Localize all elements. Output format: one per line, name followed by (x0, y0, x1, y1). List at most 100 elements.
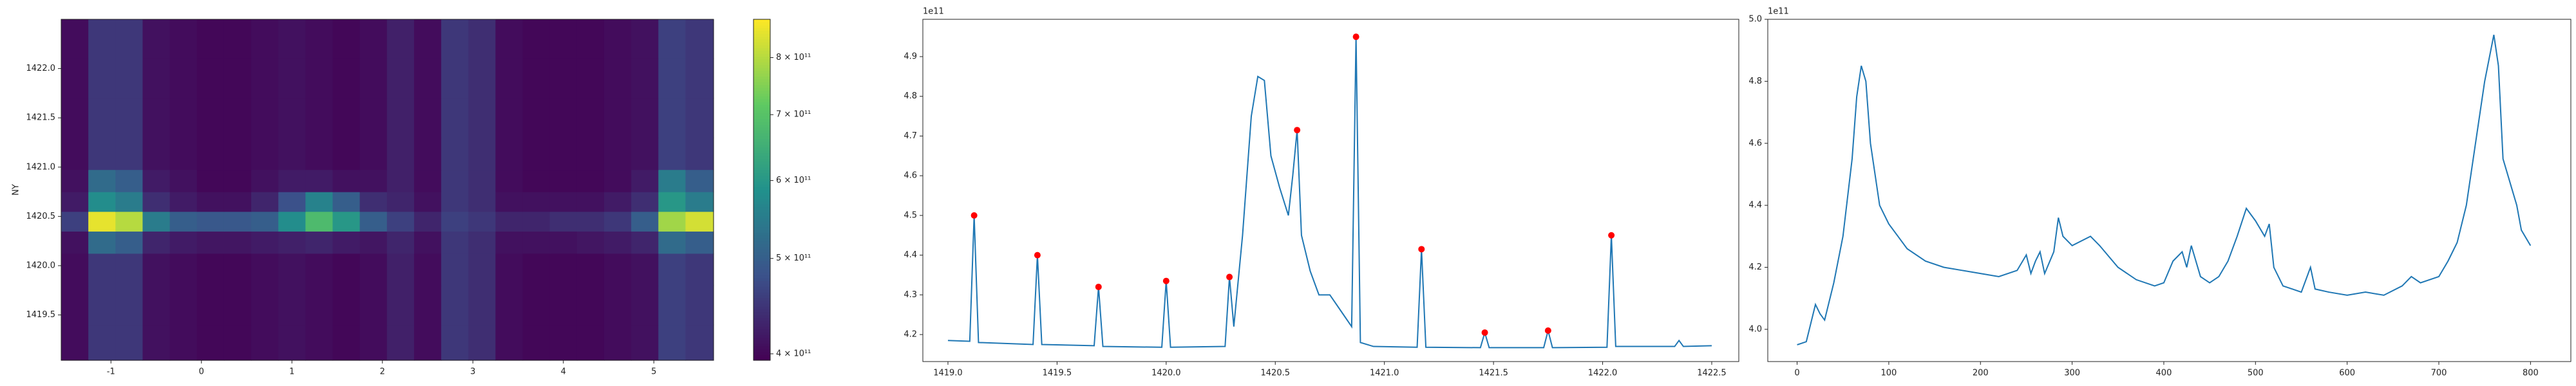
heat-cell (223, 211, 252, 232)
heat-cell (88, 231, 116, 254)
heat-cell (223, 98, 252, 138)
heat-cell (495, 59, 524, 99)
heat-cell (305, 253, 334, 286)
colorbar-segment (753, 110, 770, 114)
heat-cell (88, 324, 116, 361)
x-tick-label: 1 (289, 367, 294, 377)
heat-cell (223, 324, 252, 361)
heat-cell (603, 137, 632, 170)
peak-marker (1294, 127, 1301, 134)
heat-cell (142, 169, 171, 192)
heat-cell (61, 169, 89, 192)
heat-cell (468, 231, 496, 254)
heat-cell (685, 253, 714, 286)
heat-cell (115, 192, 144, 212)
heat-cell (61, 324, 89, 361)
heat-cell (495, 253, 524, 286)
offset-label: 1e11 (1768, 7, 1789, 17)
colorbar-segment (753, 184, 770, 188)
heat-cell (332, 231, 361, 254)
colorbar-segment (753, 130, 770, 134)
heat-cell (413, 253, 442, 286)
y-tick-label: 4.9 (904, 52, 917, 62)
heat-cell (576, 192, 605, 212)
colorbar-segment (753, 127, 770, 131)
heat-cell (115, 253, 144, 286)
heat-cell (495, 192, 524, 212)
x-tick-label: 0 (1794, 369, 1799, 378)
heat-cell (685, 231, 714, 254)
heat-cell (142, 285, 171, 326)
colorbar-segment (753, 64, 770, 68)
colorbar-segment (753, 224, 770, 228)
colorbar-segment (753, 82, 770, 86)
colorbar-segment (753, 258, 770, 262)
colorbar-segment (753, 266, 770, 270)
heat-cell (142, 324, 171, 361)
colorbar-segment (753, 349, 770, 353)
heat-cell (61, 98, 89, 138)
heat-cell (441, 285, 469, 326)
colorbar-segment (753, 340, 770, 344)
heat-cell (603, 98, 632, 138)
heat-cell (658, 137, 687, 170)
heat-cell (196, 231, 225, 254)
heat-cell (169, 211, 198, 232)
heat-cell (658, 59, 687, 99)
heat-cell (658, 253, 687, 286)
colorbar-segment (753, 255, 770, 259)
colorbar-segment (753, 317, 770, 321)
heat-cell (631, 324, 659, 361)
heat-cell (305, 192, 334, 212)
heat-cell (196, 211, 225, 232)
heat-cell (413, 137, 442, 170)
colorbar-segment (753, 212, 770, 216)
colorbar-segment (753, 19, 770, 23)
heat-cell (386, 192, 415, 212)
heat-cell (386, 231, 415, 254)
colorbar-tick-label: 6 × 10¹¹ (776, 176, 811, 185)
heat-cell (278, 231, 306, 254)
y-tick-label: 4.0 (1748, 324, 1762, 334)
colorbar-segment (753, 309, 770, 313)
colorbar-segment (753, 122, 770, 125)
heat-cell (196, 19, 225, 59)
colorbar-segment (753, 241, 770, 244)
y-tick-label: 4.6 (1748, 138, 1762, 148)
heat-cell (631, 285, 659, 326)
heat-cell (631, 192, 659, 212)
heat-cell (332, 137, 361, 170)
heat-cell (685, 59, 714, 99)
heat-cell (522, 137, 551, 170)
colorbar-segment (753, 198, 770, 202)
heat-cell (549, 169, 578, 192)
heat-cell (576, 169, 605, 192)
heat-cell (603, 231, 632, 254)
x-tick-label: 1421.5 (1479, 369, 1508, 378)
offset-label: 1e11 (923, 7, 944, 17)
heat-cell (441, 137, 469, 170)
heat-cell (468, 285, 496, 326)
x-tick-label: 2 (380, 367, 385, 377)
heat-cell (115, 324, 144, 361)
colorbar-segment (753, 42, 770, 46)
colorbar-segment (753, 192, 770, 196)
colorbar-segment (753, 283, 770, 287)
heat-cell (169, 98, 198, 138)
heat-cell (223, 137, 252, 170)
colorbar-segment (753, 133, 770, 136)
heat-cell (223, 231, 252, 254)
heat-cell (278, 324, 306, 361)
colorbar-segment (753, 280, 770, 284)
colorbar-segment (753, 275, 770, 279)
heat-cell (603, 19, 632, 59)
colorbar-segment (753, 215, 770, 219)
heat-cell (441, 192, 469, 212)
colorbar-segment (753, 59, 770, 62)
colorbar-segment (753, 48, 770, 51)
heat-cell (332, 211, 361, 232)
heat-cell (441, 98, 469, 138)
colorbar-segment (753, 50, 770, 54)
heat-cell (495, 19, 524, 59)
colorbar-segment (753, 207, 770, 210)
